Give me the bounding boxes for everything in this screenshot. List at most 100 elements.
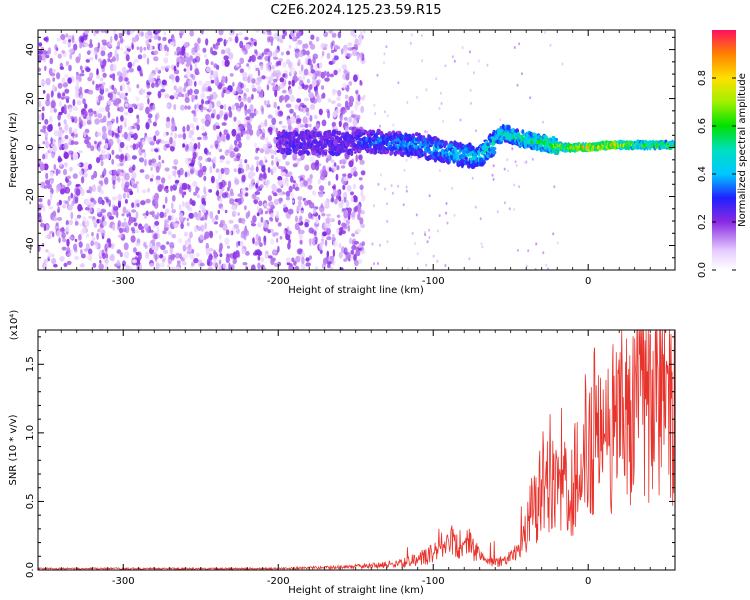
- noise-speckle: [45, 224, 49, 231]
- noise-speckle: [355, 90, 358, 95]
- noise-speckle: [163, 212, 167, 218]
- noise-speckle: [167, 215, 172, 221]
- noise-speckle: [157, 79, 163, 86]
- noise-speckle: [98, 141, 102, 145]
- noise-speckle: [223, 129, 229, 135]
- noise-speckle: [383, 61, 385, 64]
- noise-speckle: [257, 56, 263, 60]
- noise-speckle: [363, 94, 366, 98]
- noise-speckle: [77, 203, 83, 212]
- noise-speckle: [224, 209, 228, 214]
- noise-speckle: [151, 82, 155, 89]
- noise-speckle: [359, 35, 362, 43]
- noise-speckle: [155, 254, 158, 262]
- noise-speckle: [496, 210, 499, 214]
- noise-speckle: [222, 263, 227, 269]
- noise-speckle: [352, 118, 358, 127]
- noise-speckle: [357, 213, 361, 221]
- noise-speckle: [265, 48, 270, 53]
- noise-speckle: [241, 174, 246, 183]
- noise-speckle: [314, 64, 318, 72]
- noise-speckle: [148, 74, 152, 80]
- noise-speckle: [85, 59, 90, 63]
- noise-speckle: [47, 251, 52, 259]
- noise-speckle: [320, 85, 325, 90]
- noise-speckle: [67, 195, 71, 202]
- noise-speckle: [116, 249, 122, 254]
- noise-speckle: [68, 107, 73, 113]
- noise-speckle: [75, 71, 79, 76]
- noise-speckle: [164, 196, 168, 204]
- noise-speckle: [62, 168, 68, 176]
- noise-speckle: [289, 94, 295, 103]
- noise-speckle: [181, 260, 187, 266]
- noise-speckle: [357, 258, 363, 264]
- noise-speckle: [118, 154, 124, 163]
- noise-speckle: [251, 55, 255, 62]
- noise-speckle: [327, 180, 331, 186]
- noise-speckle: [273, 101, 277, 109]
- noise-speckle: [290, 116, 296, 124]
- noise-speckle: [107, 111, 111, 119]
- noise-speckle: [136, 84, 140, 89]
- noise-speckle: [234, 202, 239, 207]
- noise-speckle: [153, 233, 159, 240]
- noise-speckle: [233, 147, 239, 152]
- noise-speckle: [208, 189, 213, 193]
- noise-speckle: [131, 171, 137, 179]
- noise-speckle: [236, 228, 240, 235]
- noise-speckle: [266, 31, 270, 36]
- noise-speckle: [97, 113, 103, 119]
- noise-speckle: [102, 220, 107, 227]
- noise-speckle: [187, 78, 193, 87]
- noise-speckle: [85, 233, 90, 238]
- noise-speckle: [238, 141, 242, 149]
- noise-speckle: [271, 65, 275, 70]
- noise-speckle: [278, 179, 283, 187]
- noise-speckle: [225, 255, 230, 264]
- noise-speckle: [277, 110, 284, 117]
- noise-speckle: [247, 171, 254, 179]
- noise-speckle: [175, 266, 181, 270]
- noise-speckle: [237, 197, 242, 206]
- noise-speckle: [351, 233, 355, 237]
- noise-speckle: [183, 82, 189, 88]
- noise-speckle: [324, 239, 328, 247]
- noise-speckle: [197, 169, 203, 178]
- signal-cell: [306, 130, 311, 135]
- noise-speckle: [90, 240, 95, 247]
- noise-speckle: [97, 42, 101, 49]
- noise-speckle: [169, 246, 173, 255]
- noise-speckle: [224, 149, 229, 156]
- noise-speckle: [184, 144, 188, 152]
- noise-speckle: [273, 78, 278, 83]
- noise-speckle: [289, 108, 294, 114]
- noise-speckle: [128, 67, 134, 73]
- noise-speckle: [64, 74, 69, 78]
- noise-speckle: [305, 107, 310, 113]
- noise-speckle: [310, 43, 316, 50]
- noise-speckle: [121, 181, 125, 190]
- noise-speckle: [74, 40, 78, 44]
- noise-speckle: [65, 33, 69, 38]
- noise-speckle: [317, 178, 321, 185]
- noise-speckle: [315, 36, 320, 42]
- noise-speckle: [294, 186, 300, 192]
- noise-speckle: [261, 106, 264, 115]
- noise-speckle: [263, 239, 267, 246]
- noise-speckle: [348, 95, 355, 104]
- noise-speckle: [272, 166, 277, 173]
- noise-speckle: [45, 249, 49, 253]
- noise-speckle: [323, 221, 328, 229]
- noise-speckle: [74, 133, 78, 138]
- noise-speckle: [545, 263, 548, 267]
- noise-speckle: [84, 30, 90, 35]
- noise-speckle: [425, 263, 428, 267]
- noise-speckle: [122, 260, 126, 267]
- noise-speckle: [350, 110, 354, 116]
- noise-speckle: [298, 199, 302, 207]
- noise-speckle: [108, 144, 112, 148]
- noise-speckle: [74, 196, 79, 204]
- noise-speckle: [50, 177, 54, 184]
- noise-speckle: [140, 200, 146, 206]
